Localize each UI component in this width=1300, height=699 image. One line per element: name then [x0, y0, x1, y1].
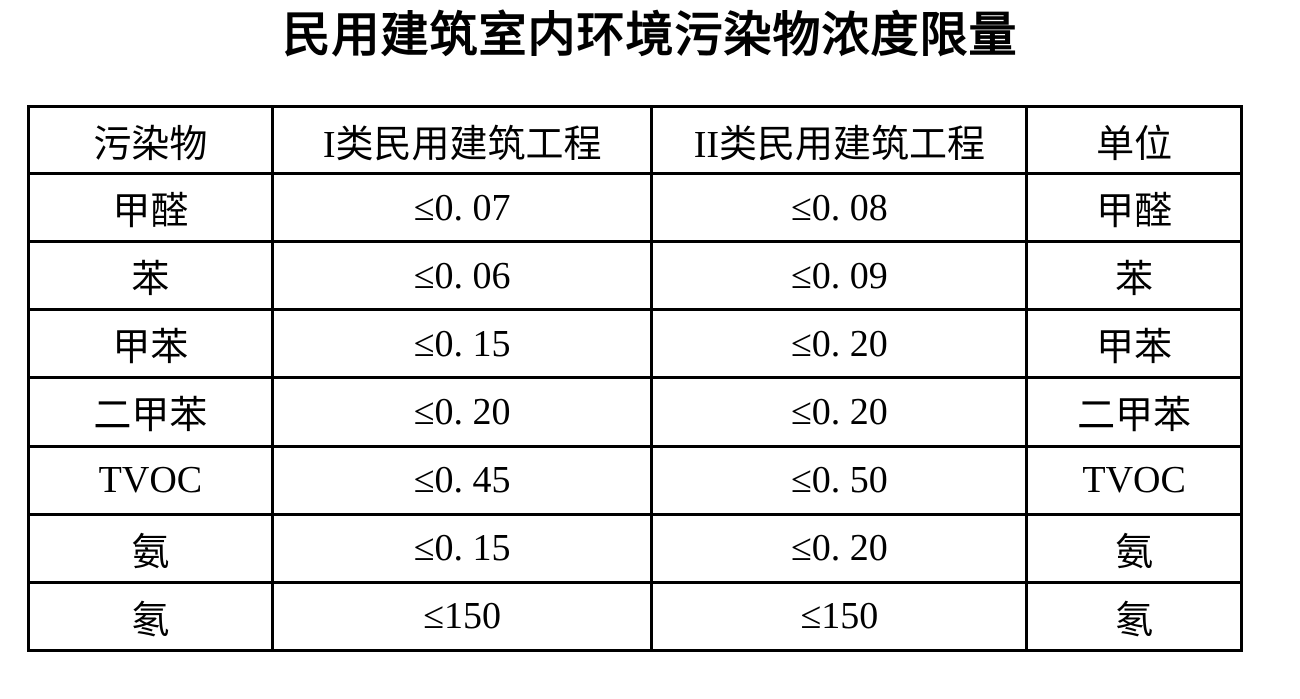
table-row: 氡 ≤150 ≤150 氡	[27, 580, 1243, 653]
table-cell-unit: 甲苯	[1025, 308, 1243, 380]
table-cell-unit: 氨	[1025, 512, 1243, 584]
table-cell-pollutant: 甲苯	[27, 308, 274, 380]
table-row: 二甲苯 ≤0. 20 ≤0. 20 二甲苯	[27, 376, 1243, 448]
table-cell-class1: ≤0. 45	[270, 444, 654, 516]
table-cell-class2: ≤0. 50	[650, 444, 1029, 516]
table-cell-unit: 二甲苯	[1025, 376, 1243, 448]
table-row: 甲苯 ≤0. 15 ≤0. 20 甲苯	[27, 308, 1243, 380]
table-cell-class1: ≤150	[270, 580, 654, 653]
table-row: 苯 ≤0. 06 ≤0. 09 苯	[27, 240, 1243, 312]
table-cell-class2: ≤0. 09	[650, 240, 1029, 312]
table-cell-unit: TVOC	[1025, 444, 1243, 516]
header-row: 污染物 I类民用建筑工程 II类民用建筑工程 单位	[27, 105, 1243, 175]
page-title: 民用建筑室内环境污染物浓度限量	[282, 9, 1018, 62]
table-cell-pollutant: 氨	[27, 512, 274, 584]
column-header-class2: II类民用建筑工程	[650, 105, 1029, 175]
table-cell-class1: ≤0. 20	[270, 376, 654, 448]
table-row: TVOC ≤0. 45 ≤0. 50 TVOC	[27, 444, 1243, 516]
table-cell-class2: ≤0. 08	[650, 171, 1029, 244]
table-cell-class2: ≤0. 20	[650, 376, 1029, 448]
table-cell-pollutant: 氡	[27, 580, 274, 653]
table-cell-class1: ≤0. 07	[270, 171, 654, 244]
table-cell-pollutant: 甲醛	[27, 171, 274, 244]
table-cell-class2: ≤0. 20	[650, 308, 1029, 380]
column-header-unit: 单位	[1025, 105, 1243, 175]
table-row: 甲醛 ≤0. 07 ≤0. 08 甲醛	[27, 171, 1243, 244]
table-cell-unit: 甲醛	[1025, 171, 1243, 244]
pollutant-limits-table: 污染物 I类民用建筑工程 II类民用建筑工程 单位 甲醛 ≤0. 07 ≤0. …	[27, 105, 1243, 653]
table-cell-class2: ≤0. 20	[650, 512, 1029, 584]
table-cell-class1: ≤0. 15	[270, 512, 654, 584]
table-cell-class2: ≤150	[650, 580, 1029, 653]
table-cell-class1: ≤0. 15	[270, 308, 654, 380]
table-cell-class1: ≤0. 06	[270, 240, 654, 312]
table-cell-unit: 氡	[1025, 580, 1243, 653]
column-header-pollutant: 污染物	[27, 105, 274, 175]
column-header-class1: I类民用建筑工程	[270, 105, 654, 175]
table-cell-pollutant: TVOC	[27, 444, 274, 516]
table-cell-unit: 苯	[1025, 240, 1243, 312]
table-row: 氨 ≤0. 15 ≤0. 20 氨	[27, 512, 1243, 584]
table-cell-pollutant: 苯	[27, 240, 274, 312]
table-cell-pollutant: 二甲苯	[27, 376, 274, 448]
